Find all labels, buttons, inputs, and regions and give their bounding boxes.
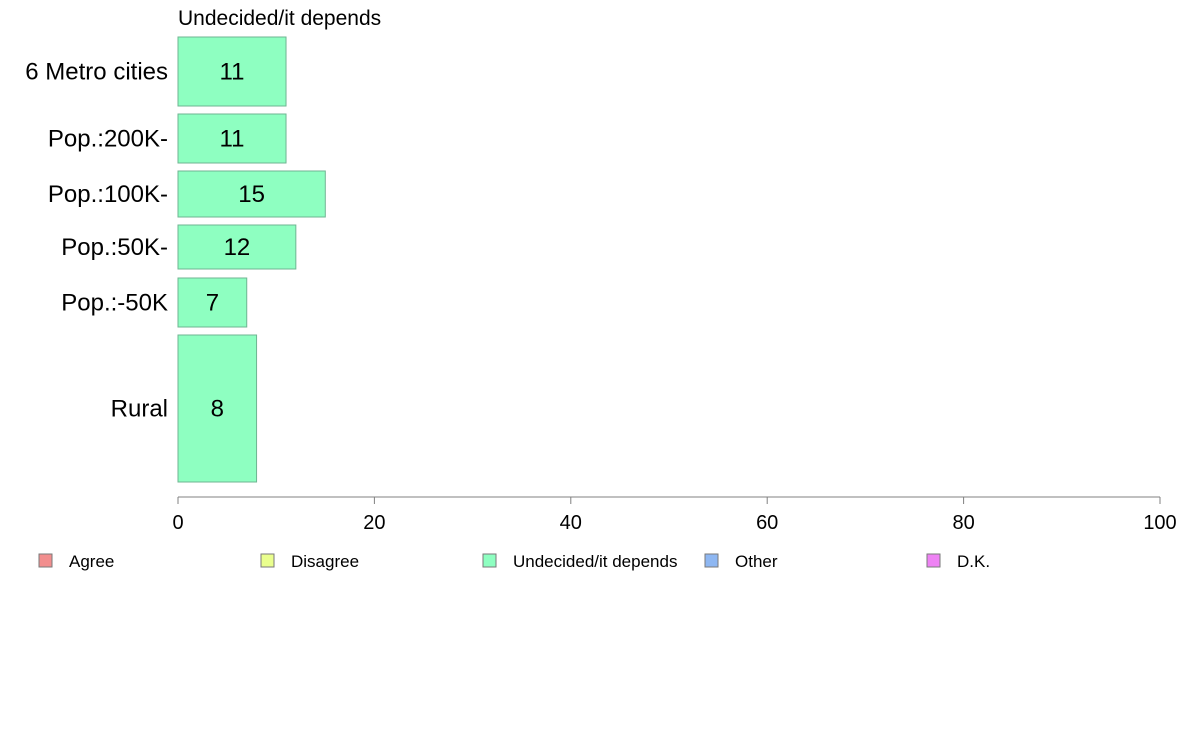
bar-value-label: 15: [238, 181, 265, 208]
legend-label: Agree: [69, 552, 114, 571]
bars: 6 Metro cities 11 Pop.:200K- 11 Pop.:100K- 15…: [25, 36, 326, 483]
panel-title: Undecided/it depends: [178, 7, 381, 30]
bar: [177, 113, 287, 164]
bar-value-label: 12: [224, 234, 251, 261]
bar: [177, 224, 297, 270]
x-tick-label: 40: [560, 512, 582, 534]
bar: [177, 334, 258, 483]
bar: [177, 170, 326, 218]
legend-label: D.K.: [957, 552, 990, 571]
bar-value-label: 11: [220, 126, 245, 153]
bar-value-label: 11: [220, 59, 245, 86]
category-label: Pop.:50K-: [61, 234, 168, 261]
x-tick-label: 80: [952, 512, 974, 534]
x-axis: 0 20 40 60 80 100: [172, 496, 1177, 534]
legend-swatch: [704, 553, 719, 568]
x-tick-label: 60: [756, 512, 778, 534]
bar-value-label: 7: [206, 290, 219, 317]
category-label: Pop.:100K-: [48, 181, 168, 208]
x-tick-label: 20: [363, 512, 385, 534]
x-tick-label: 0: [172, 512, 183, 534]
legend-swatch: [482, 553, 497, 568]
legend: Agree Disagree Undecided/it depends Other D.…: [38, 552, 990, 571]
x-tick-label: 100: [1143, 512, 1176, 534]
bar-value-label: 8: [211, 396, 224, 423]
category-label: 6 Metro cities: [25, 59, 168, 86]
category-label: Pop.:200K-: [48, 126, 168, 153]
legend-label: Undecided/it depends: [513, 552, 677, 571]
legend-swatch: [38, 553, 53, 568]
legend-label: Disagree: [291, 552, 359, 571]
bar: [177, 277, 248, 328]
bar: [177, 36, 287, 107]
category-label: Rural: [111, 396, 168, 423]
legend-swatch: [260, 553, 275, 568]
category-label: Pop.:-50K: [61, 290, 168, 317]
legend-swatch: [926, 553, 941, 568]
legend-label: Other: [735, 552, 778, 571]
